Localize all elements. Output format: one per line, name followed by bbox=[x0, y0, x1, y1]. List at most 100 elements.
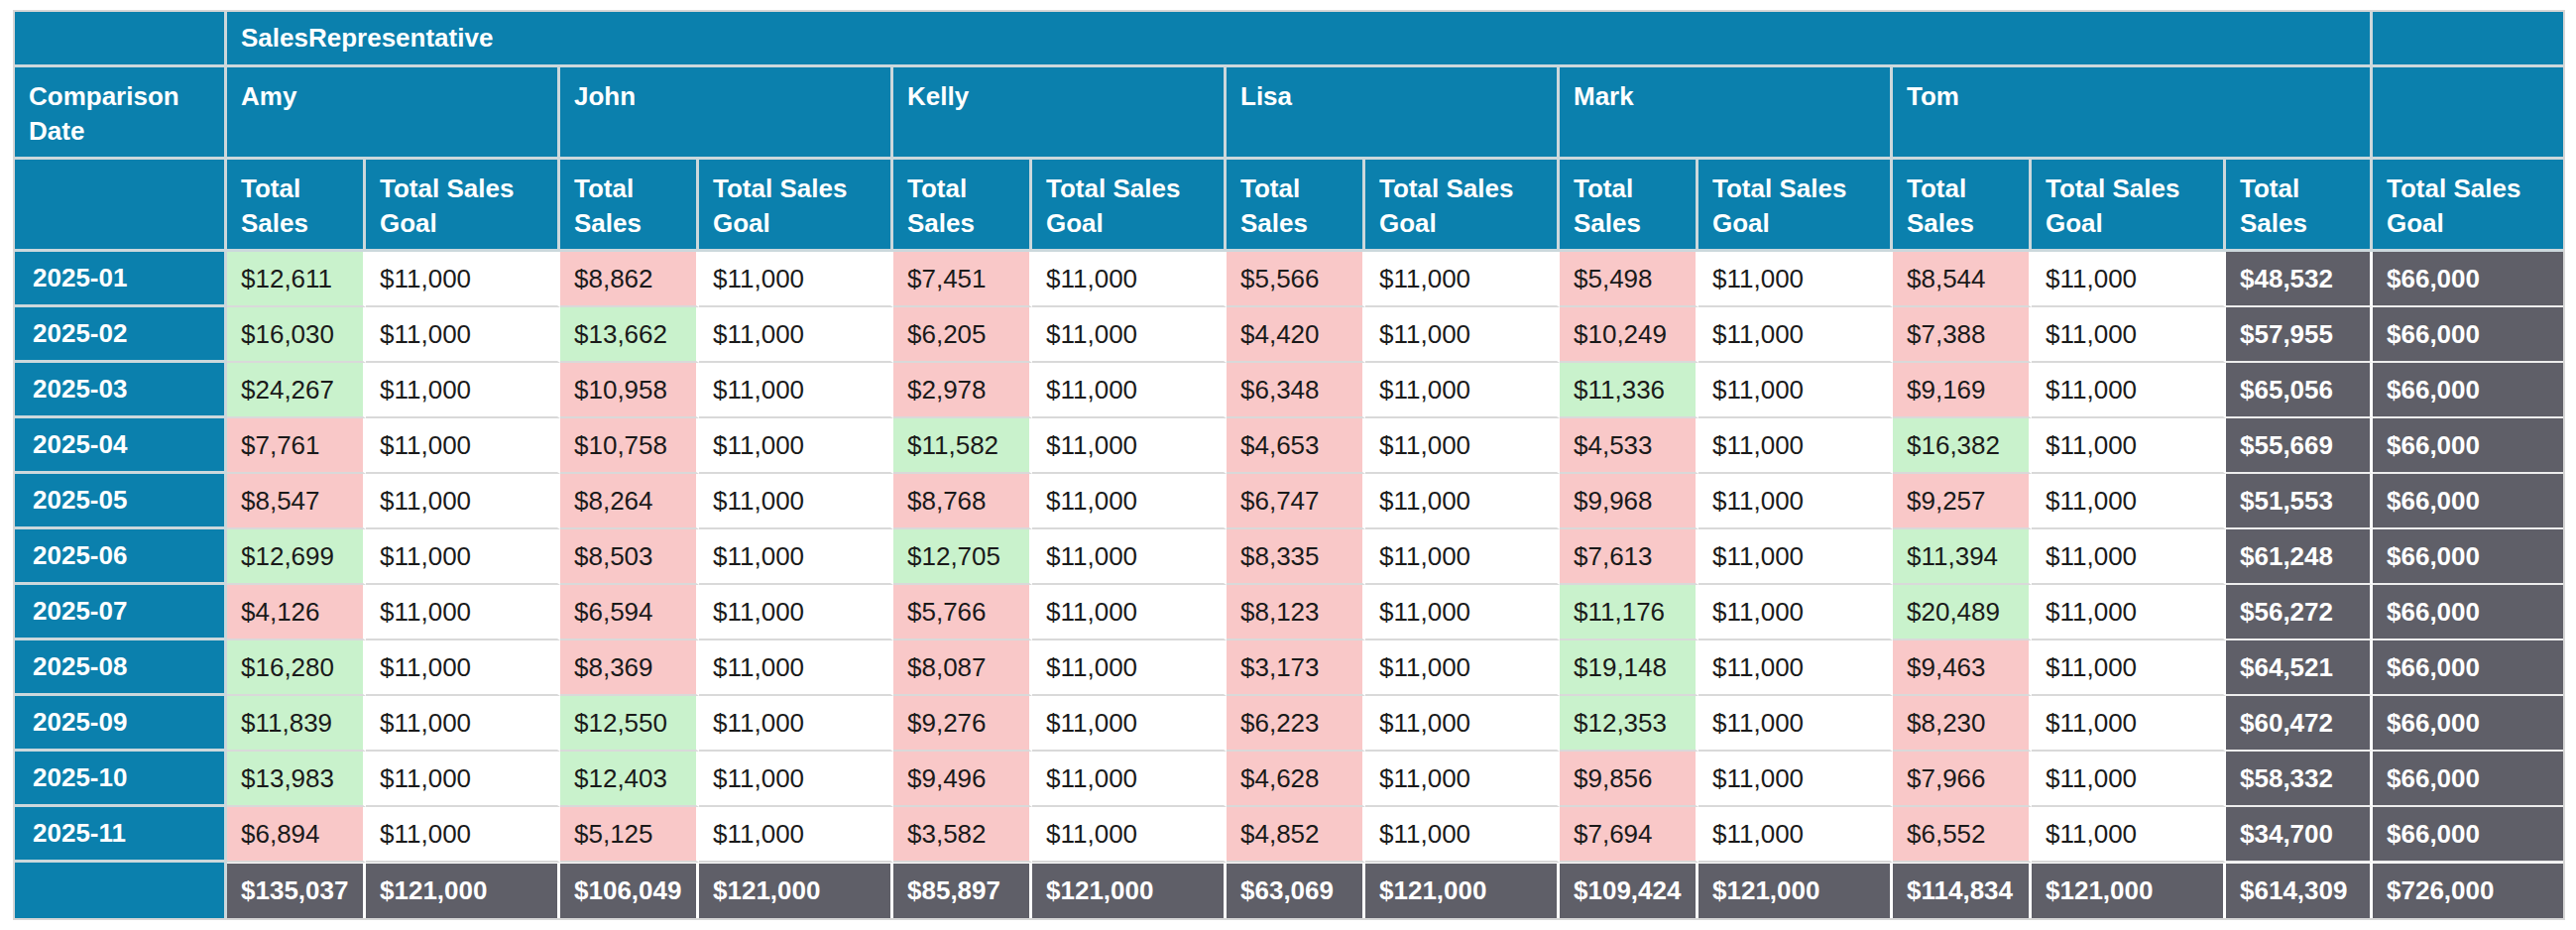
goal-cell[interactable]: $11,000 bbox=[1698, 529, 1893, 585]
sales-cell[interactable]: $8,768 bbox=[893, 474, 1032, 529]
goal-cell[interactable]: $11,000 bbox=[1032, 585, 1227, 640]
measure-header-mark-total-sales-goal[interactable]: Total Sales Goal bbox=[1698, 160, 1893, 252]
sales-cell[interactable]: $8,230 bbox=[1893, 696, 2032, 752]
sales-cell[interactable]: $13,983 bbox=[227, 752, 366, 807]
goal-cell[interactable]: $11,000 bbox=[366, 752, 560, 807]
goal-cell[interactable]: $11,000 bbox=[2032, 585, 2226, 640]
goal-cell[interactable]: $11,000 bbox=[1698, 418, 1893, 474]
rep-header-john[interactable]: John bbox=[560, 67, 893, 160]
grand-total-cell[interactable]: $121,000 bbox=[2032, 863, 2226, 918]
row-total-cell[interactable]: $66,000 bbox=[2373, 752, 2563, 807]
goal-cell[interactable]: $11,000 bbox=[699, 752, 893, 807]
sales-cell[interactable]: $10,758 bbox=[560, 418, 699, 474]
goal-cell[interactable]: $11,000 bbox=[1032, 418, 1227, 474]
row-total-cell[interactable]: $66,000 bbox=[2373, 307, 2563, 363]
goal-cell[interactable]: $11,000 bbox=[699, 307, 893, 363]
goal-cell[interactable]: $11,000 bbox=[699, 640, 893, 696]
sales-cell[interactable]: $11,394 bbox=[1893, 529, 2032, 585]
goal-cell[interactable]: $11,000 bbox=[699, 696, 893, 752]
sales-cell[interactable]: $4,628 bbox=[1227, 752, 1365, 807]
sales-cell[interactable]: $10,249 bbox=[1560, 307, 1698, 363]
sales-cell[interactable]: $4,126 bbox=[227, 585, 366, 640]
measure-header-tom-total-sales-goal[interactable]: Total Sales Goal bbox=[2032, 160, 2226, 252]
goal-cell[interactable]: $11,000 bbox=[2032, 752, 2226, 807]
row-header-2025-01[interactable]: 2025-01 bbox=[15, 252, 227, 307]
sales-cell[interactable]: $5,125 bbox=[560, 807, 699, 863]
row-total-cell[interactable]: $66,000 bbox=[2373, 807, 2563, 863]
row-total-cell[interactable]: $48,532 bbox=[2226, 252, 2373, 307]
row-total-cell[interactable]: $66,000 bbox=[2373, 640, 2563, 696]
sales-cell[interactable]: $8,123 bbox=[1227, 585, 1365, 640]
row-total-cell[interactable]: $66,000 bbox=[2373, 418, 2563, 474]
sales-cell[interactable]: $16,280 bbox=[227, 640, 366, 696]
goal-cell[interactable]: $11,000 bbox=[366, 529, 560, 585]
goal-cell[interactable]: $11,000 bbox=[1698, 807, 1893, 863]
goal-cell[interactable]: $11,000 bbox=[1032, 640, 1227, 696]
goal-cell[interactable]: $11,000 bbox=[366, 585, 560, 640]
goal-cell[interactable]: $11,000 bbox=[1032, 529, 1227, 585]
rep-header-kelly[interactable]: Kelly bbox=[893, 67, 1227, 160]
row-total-cell[interactable]: $55,669 bbox=[2226, 418, 2373, 474]
goal-cell[interactable]: $11,000 bbox=[1698, 585, 1893, 640]
rep-header-amy[interactable]: Amy bbox=[227, 67, 560, 160]
sales-cell[interactable]: $8,544 bbox=[1893, 252, 2032, 307]
measure-header-john-total-sales[interactable]: Total Sales bbox=[560, 160, 699, 252]
goal-cell[interactable]: $11,000 bbox=[366, 474, 560, 529]
row-header-2025-02[interactable]: 2025-02 bbox=[15, 307, 227, 363]
goal-cell[interactable]: $11,000 bbox=[1365, 529, 1560, 585]
sales-cell[interactable]: $2,978 bbox=[893, 363, 1032, 418]
row-total-cell[interactable]: $56,272 bbox=[2226, 585, 2373, 640]
measure-header-john-total-sales-goal[interactable]: Total Sales Goal bbox=[699, 160, 893, 252]
sales-cell[interactable]: $7,694 bbox=[1560, 807, 1698, 863]
goal-cell[interactable]: $11,000 bbox=[699, 363, 893, 418]
row-total-cell[interactable]: $66,000 bbox=[2373, 696, 2563, 752]
goal-cell[interactable]: $11,000 bbox=[366, 307, 560, 363]
goal-cell[interactable]: $11,000 bbox=[1365, 474, 1560, 529]
goal-cell[interactable]: $11,000 bbox=[1698, 474, 1893, 529]
sales-cell[interactable]: $6,348 bbox=[1227, 363, 1365, 418]
rep-header-lisa[interactable]: Lisa bbox=[1227, 67, 1560, 160]
sales-cell[interactable]: $10,958 bbox=[560, 363, 699, 418]
grand-total-cell[interactable]: $121,000 bbox=[1365, 863, 1560, 918]
sales-cell[interactable]: $9,968 bbox=[1560, 474, 1698, 529]
goal-cell[interactable]: $11,000 bbox=[1365, 807, 1560, 863]
grand-total-cell[interactable]: $109,424 bbox=[1560, 863, 1698, 918]
measure-header-grand-total-total-sales-goal[interactable]: Total Sales Goal bbox=[2373, 160, 2563, 252]
grand-total-cell[interactable]: $135,037 bbox=[227, 863, 366, 918]
sales-cell[interactable]: $12,699 bbox=[227, 529, 366, 585]
sales-cell[interactable]: $5,498 bbox=[1560, 252, 1698, 307]
row-total-cell[interactable]: $61,248 bbox=[2226, 529, 2373, 585]
goal-cell[interactable]: $11,000 bbox=[2032, 807, 2226, 863]
row-total-cell[interactable]: $51,553 bbox=[2226, 474, 2373, 529]
goal-cell[interactable]: $11,000 bbox=[1032, 752, 1227, 807]
goal-cell[interactable]: $11,000 bbox=[2032, 363, 2226, 418]
measure-header-kelly-total-sales[interactable]: Total Sales bbox=[893, 160, 1032, 252]
sales-cell[interactable]: $6,747 bbox=[1227, 474, 1365, 529]
row-header-2025-03[interactable]: 2025-03 bbox=[15, 363, 227, 418]
row-total-cell[interactable]: $58,332 bbox=[2226, 752, 2373, 807]
sales-cell[interactable]: $12,550 bbox=[560, 696, 699, 752]
row-total-cell[interactable]: $57,955 bbox=[2226, 307, 2373, 363]
row-total-cell[interactable]: $66,000 bbox=[2373, 363, 2563, 418]
sales-cell[interactable]: $4,533 bbox=[1560, 418, 1698, 474]
goal-cell[interactable]: $11,000 bbox=[2032, 252, 2226, 307]
sales-cell[interactable]: $11,839 bbox=[227, 696, 366, 752]
sales-cell[interactable]: $16,030 bbox=[227, 307, 366, 363]
grand-total-cell[interactable]: $121,000 bbox=[699, 863, 893, 918]
row-total-cell[interactable]: $64,521 bbox=[2226, 640, 2373, 696]
sales-cell[interactable]: $6,205 bbox=[893, 307, 1032, 363]
sales-cell[interactable]: $4,420 bbox=[1227, 307, 1365, 363]
sales-cell[interactable]: $9,257 bbox=[1893, 474, 2032, 529]
sales-cell[interactable]: $8,087 bbox=[893, 640, 1032, 696]
goal-cell[interactable]: $11,000 bbox=[2032, 529, 2226, 585]
sales-cell[interactable]: $11,582 bbox=[893, 418, 1032, 474]
row-total-cell[interactable]: $65,056 bbox=[2226, 363, 2373, 418]
sales-cell[interactable]: $9,463 bbox=[1893, 640, 2032, 696]
goal-cell[interactable]: $11,000 bbox=[366, 363, 560, 418]
sales-cell[interactable]: $7,761 bbox=[227, 418, 366, 474]
goal-cell[interactable]: $11,000 bbox=[1032, 474, 1227, 529]
goal-cell[interactable]: $11,000 bbox=[1365, 363, 1560, 418]
sales-cell[interactable]: $12,705 bbox=[893, 529, 1032, 585]
goal-cell[interactable]: $11,000 bbox=[2032, 474, 2226, 529]
row-header-2025-10[interactable]: 2025-10 bbox=[15, 752, 227, 807]
